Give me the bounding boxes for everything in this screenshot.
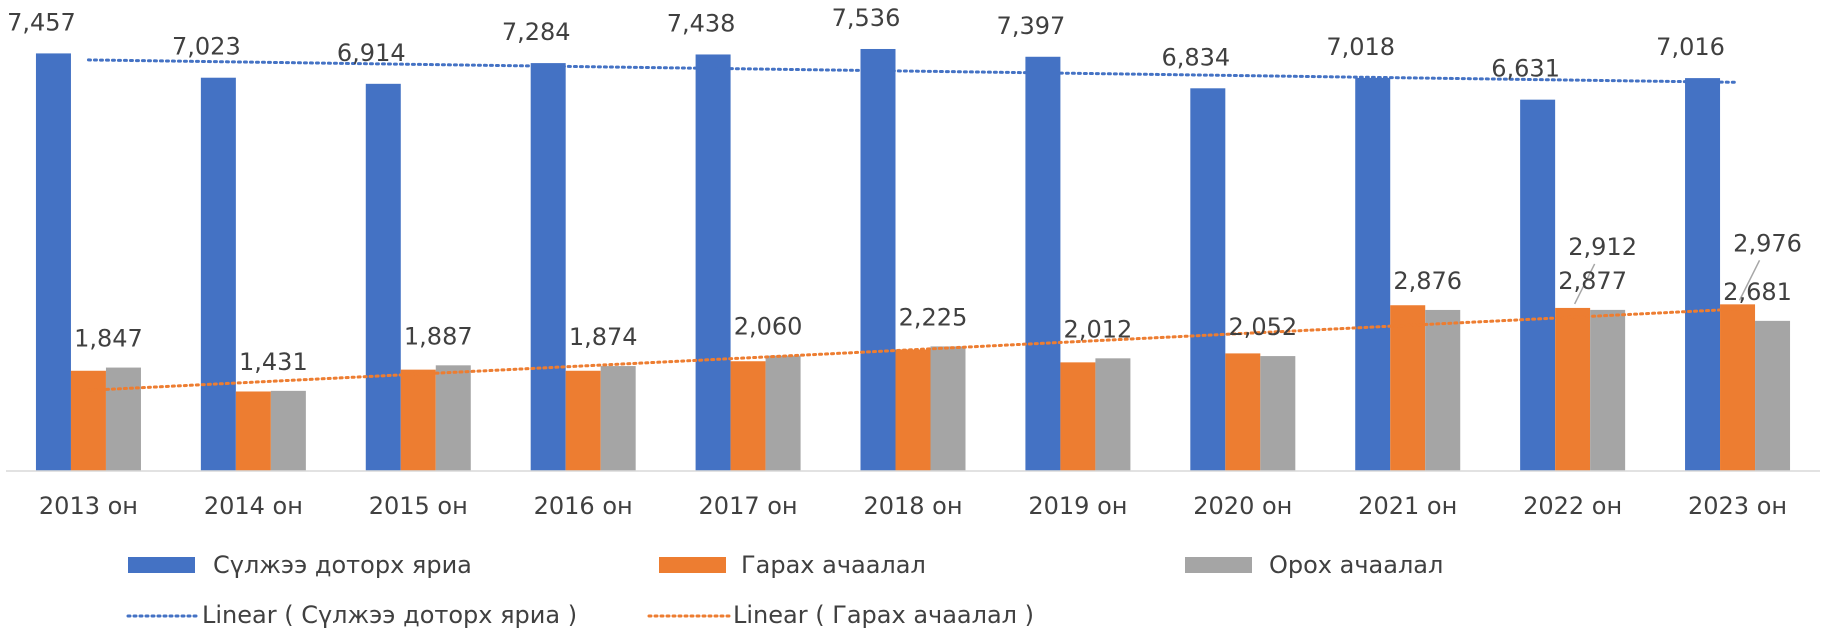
bar [1555,307,1591,471]
trendline [86,58,1740,84]
data-label: 7,023 [172,33,241,61]
data-label: 6,631 [1491,55,1560,83]
bar [600,366,636,471]
bar [565,370,601,471]
data-label: 2,681 [1723,278,1792,306]
data-label: 7,457 [7,8,76,36]
bar [765,355,801,471]
data-label: 2,876 [1393,267,1462,295]
leader-line [1573,263,1596,305]
bar [1390,305,1426,471]
legend-label: Linear ( Сүлжээ доторх яриа ) [202,601,577,629]
bar [435,365,471,471]
bar [1685,78,1721,471]
bar [400,369,436,471]
bar [1190,88,1226,472]
data-label: 6,834 [1161,43,1230,71]
bar [1025,56,1061,471]
data-label: 7,536 [832,4,901,32]
x-tick-label: 2015 он [369,492,468,520]
data-label: 1,874 [569,323,638,351]
data-label: 7,018 [1326,33,1395,61]
data-label: 7,016 [1656,33,1725,61]
bar [1355,77,1391,471]
x-tick-label: 2014 он [204,492,303,520]
x-tick-label: 2019 он [1028,492,1127,520]
x-tick-label: 2022 он [1523,492,1622,520]
data-label: 2,976 [1733,229,1802,257]
data-label: 1,887 [404,322,473,350]
data-label: 2,052 [1228,313,1297,341]
bar [1225,353,1261,471]
data-label: 2,060 [734,313,803,341]
data-label: 1,847 [74,325,143,353]
bar [1720,304,1756,471]
bar [200,77,236,471]
x-tick-label: 2021 он [1358,492,1457,520]
x-tick-label: 2023 он [1688,492,1787,520]
x-tick-label: 2018 он [863,492,962,520]
legend-swatch [659,557,726,573]
bar [1060,362,1096,471]
bar [695,54,731,472]
bar [1095,358,1131,471]
bar [930,346,966,471]
bar [105,367,141,471]
data-label: 2,225 [899,303,968,331]
legend-swatch [1185,557,1252,573]
legend-label: Орох ачаалал [1269,551,1443,579]
bar [1260,356,1296,471]
bar [1520,99,1556,471]
data-label: 6,914 [337,39,406,67]
bar [35,53,71,472]
bar [860,48,896,471]
bar [70,370,106,471]
data-label: 7,438 [667,9,736,37]
data-label: 7,284 [502,18,571,46]
x-tick-label: 2013 он [39,492,138,520]
bar [270,390,306,471]
bar [530,63,566,471]
data-label: 1,431 [239,348,308,376]
data-label: 2,877 [1558,267,1627,295]
bar [1590,309,1626,471]
trendline [86,307,1740,392]
legend-label: Linear ( Гарах ачаалал ) [733,601,1034,629]
data-label: 2,012 [1064,315,1133,343]
data-label: 7,397 [997,12,1066,40]
bar [235,391,271,471]
data-label: 2,912 [1568,233,1637,261]
x-tick-label: 2017 он [699,492,798,520]
bar [1425,309,1461,471]
x-tick-label: 2016 он [534,492,633,520]
bar [365,83,401,471]
bar [895,349,931,471]
leader-line [1738,260,1761,301]
legend-label: Гарах ачаалал [741,551,926,579]
bar [730,361,766,471]
legend-swatch [128,557,195,573]
legend-label: Сүлжээ доторх яриа [213,551,472,579]
bar [1755,320,1791,471]
x-tick-label: 2020 он [1193,492,1292,520]
